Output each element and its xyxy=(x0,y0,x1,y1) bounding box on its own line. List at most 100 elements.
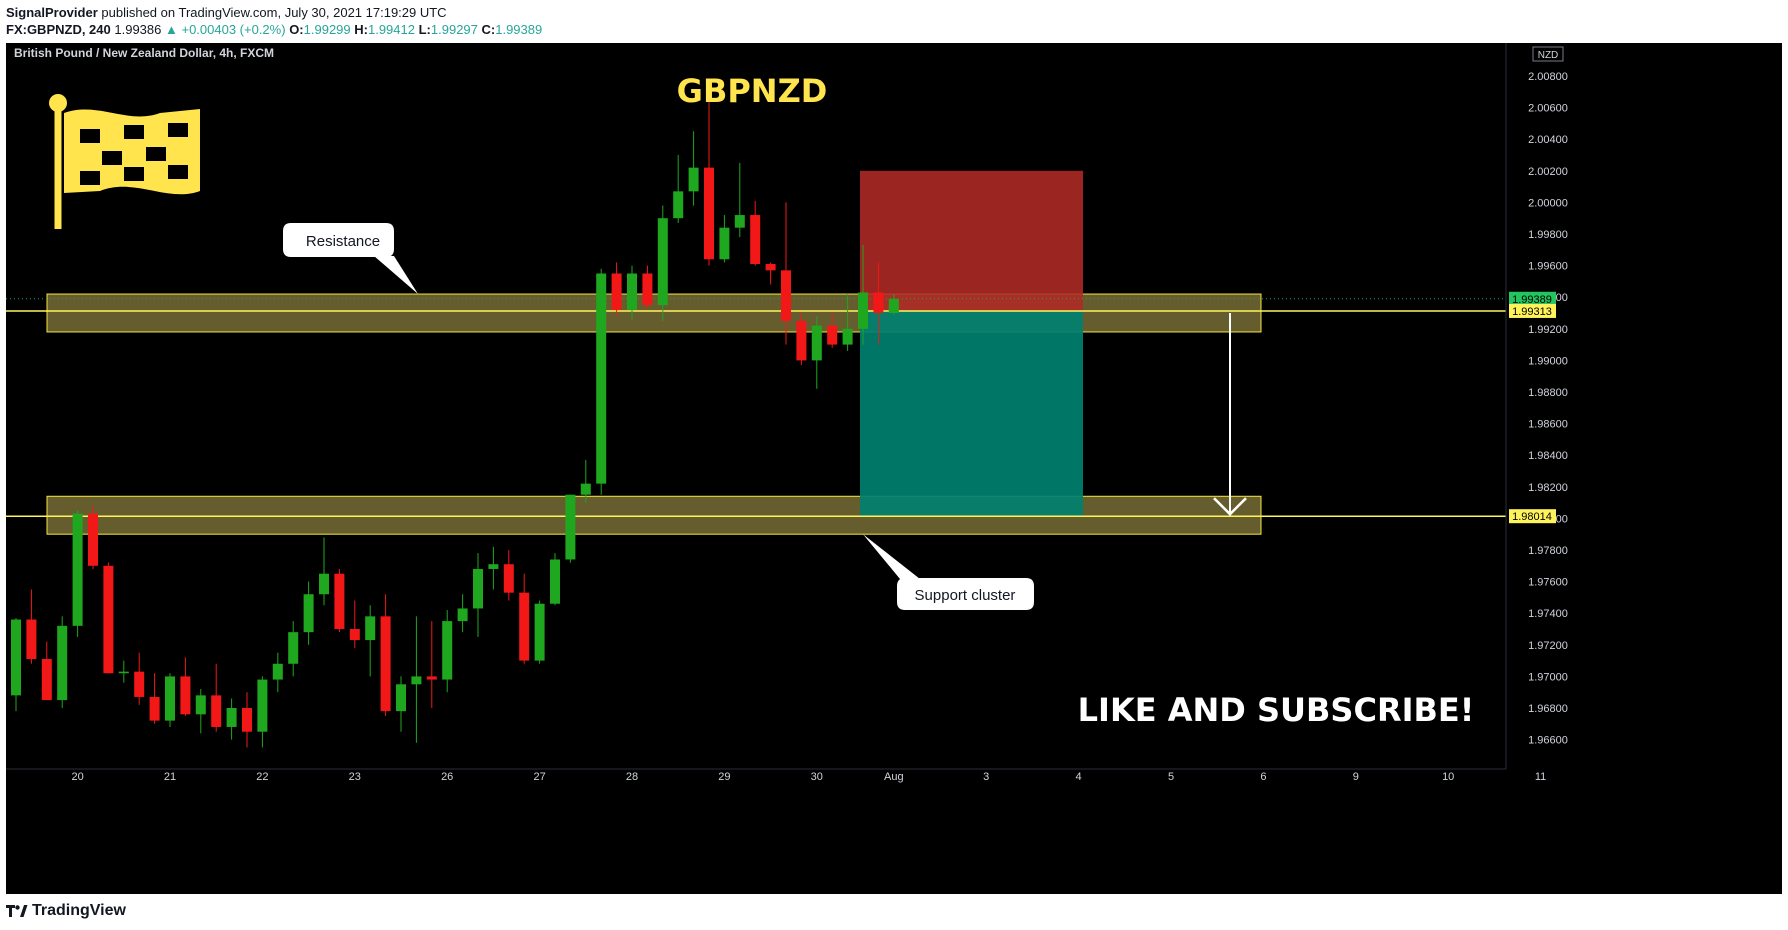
candle[interactable] xyxy=(873,262,884,345)
candle[interactable] xyxy=(550,553,560,606)
candle[interactable] xyxy=(642,265,653,310)
price-tick-label: 1.98800 xyxy=(1528,387,1568,399)
candle-body xyxy=(257,679,268,732)
last-price: 1.99386 xyxy=(114,22,162,37)
candle[interactable] xyxy=(303,581,314,645)
price-tick-label: 2.00000 xyxy=(1528,197,1568,209)
price-tick-label: 1.97400 xyxy=(1528,608,1568,620)
candle[interactable] xyxy=(750,200,761,266)
candle[interactable] xyxy=(72,510,83,637)
price-tick-label: 1.96600 xyxy=(1528,735,1568,747)
candle[interactable] xyxy=(827,313,838,348)
price-tag-current-label: 1.99389 xyxy=(1512,294,1552,306)
candle[interactable] xyxy=(704,88,714,266)
down-arrow-icon xyxy=(1213,497,1247,516)
candle[interactable] xyxy=(734,162,745,238)
candle[interactable] xyxy=(503,550,514,601)
candle[interactable] xyxy=(534,600,545,664)
resistance-label: Resistance xyxy=(306,233,380,250)
candle[interactable] xyxy=(88,505,98,569)
candle[interactable] xyxy=(796,313,807,366)
candle[interactable] xyxy=(565,494,576,563)
candle[interactable] xyxy=(103,562,114,674)
candle[interactable] xyxy=(596,268,607,495)
candle[interactable] xyxy=(180,657,191,716)
candle-body xyxy=(41,659,52,701)
take-profit-area[interactable] xyxy=(860,310,1083,517)
candle[interactable] xyxy=(842,294,853,351)
candle[interactable] xyxy=(657,205,668,321)
symbol-interval: FX:GBPNZD, 240 xyxy=(6,22,111,37)
candle[interactable] xyxy=(442,610,453,693)
candle[interactable] xyxy=(257,676,268,748)
candle[interactable] xyxy=(334,568,345,633)
flag-pole-knob xyxy=(49,94,67,112)
candle[interactable] xyxy=(411,616,422,743)
candle[interactable] xyxy=(134,652,145,705)
candle[interactable] xyxy=(488,546,499,590)
tradingview-logo[interactable]: TradingView xyxy=(6,902,126,920)
candle[interactable] xyxy=(473,553,483,637)
candle-body xyxy=(611,273,622,310)
candle[interactable] xyxy=(272,652,283,693)
candle[interactable] xyxy=(519,573,530,664)
candle-body xyxy=(411,676,422,685)
candle[interactable] xyxy=(118,660,129,683)
candle[interactable] xyxy=(765,262,776,285)
candle-body xyxy=(765,264,776,271)
candle[interactable] xyxy=(781,202,791,345)
price-tag-target-box xyxy=(1509,509,1556,524)
candle[interactable] xyxy=(41,641,52,701)
time-tick-label: 26 xyxy=(441,771,453,783)
candle[interactable] xyxy=(211,663,222,732)
chart-area[interactable]: Resistance Support cluster GBPNZD LIKE AND … xyxy=(6,43,1782,894)
resistance-callout[interactable]: Resistance xyxy=(283,223,418,295)
candle[interactable] xyxy=(288,621,299,677)
candle[interactable] xyxy=(226,698,237,740)
currency-badge[interactable]: NZD xyxy=(1532,46,1564,62)
stop-loss-area[interactable] xyxy=(860,170,1083,311)
candle[interactable] xyxy=(858,245,868,345)
candle[interactable] xyxy=(319,537,329,606)
candle[interactable] xyxy=(380,594,391,716)
candle[interactable] xyxy=(349,600,360,648)
candle[interactable] xyxy=(811,316,822,389)
candle[interactable] xyxy=(627,265,637,320)
chart-headline: GBPNZD xyxy=(677,72,828,110)
candle[interactable] xyxy=(165,673,175,727)
flag-check xyxy=(168,123,188,137)
support-callout[interactable]: Support cluster xyxy=(863,534,1034,610)
candle-body xyxy=(888,298,899,313)
candle[interactable] xyxy=(426,621,437,708)
candle-body xyxy=(57,625,68,701)
price-tick-label: 2.00400 xyxy=(1528,134,1568,146)
candle-body xyxy=(11,619,21,696)
candle[interactable] xyxy=(195,689,206,734)
candle-body xyxy=(657,218,668,306)
price-tag-entry-label: 1.99313 xyxy=(1512,306,1552,318)
candle[interactable] xyxy=(457,594,468,633)
candle[interactable] xyxy=(396,676,406,732)
candle[interactable] xyxy=(688,131,699,206)
candle[interactable] xyxy=(888,294,899,315)
candle-body xyxy=(488,564,499,569)
candle-body xyxy=(211,695,222,727)
candle[interactable] xyxy=(57,616,68,708)
author-name[interactable]: SignalProvider xyxy=(6,5,98,20)
candle[interactable] xyxy=(580,459,591,503)
candle-body xyxy=(519,592,530,661)
candle[interactable] xyxy=(673,155,684,223)
candle[interactable] xyxy=(26,589,37,664)
price-chart[interactable]: Resistance Support cluster GBPNZD LIKE AND … xyxy=(6,43,1782,894)
candle[interactable] xyxy=(719,215,730,263)
candle[interactable] xyxy=(11,617,21,712)
candle-body xyxy=(426,676,437,680)
time-tick-label: 3 xyxy=(983,771,989,783)
candle[interactable] xyxy=(365,605,376,677)
candle-body xyxy=(642,273,653,306)
candle[interactable] xyxy=(242,692,252,748)
candle[interactable] xyxy=(611,262,622,317)
candle-body xyxy=(26,619,37,660)
candle[interactable] xyxy=(149,673,160,724)
price-tick-label: 1.99600 xyxy=(1528,261,1568,273)
